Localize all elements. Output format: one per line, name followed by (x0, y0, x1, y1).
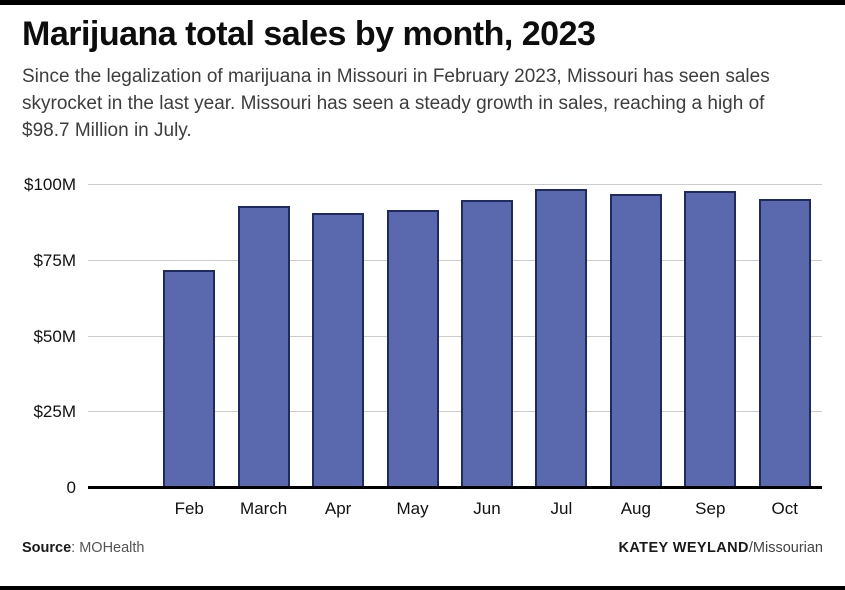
bar-slot (748, 198, 822, 489)
bar-jun (460, 200, 513, 489)
bar-sep (684, 191, 737, 489)
bar-march (237, 206, 290, 489)
author-credit: KATEY WEYLAND/Missourian (619, 540, 823, 556)
gridline (88, 411, 822, 413)
page-title: Marijuana total sales by month, 2023 (22, 15, 596, 53)
credit-org: /Missourian (748, 540, 823, 557)
bar-may (386, 209, 439, 489)
y-tick-label: $50M (33, 326, 76, 346)
bar-jul (535, 189, 588, 489)
gridline (88, 260, 822, 261)
bottom-rule (0, 586, 845, 590)
source-credit: Source: MOHealth (22, 540, 145, 556)
bar-slot (152, 270, 226, 489)
x-tick-label: May (396, 499, 429, 519)
x-tick-label: Jun (473, 499, 501, 519)
chart-subtitle: Since the legalization of marijuana in M… (22, 66, 770, 141)
footer: Source: MOHealth KATEY WEYLAND/Missouria… (0, 540, 845, 556)
header: Marijuana total sales by month, 2023 Sin… (0, 0, 845, 144)
y-tick-label: 0 (66, 478, 76, 498)
bar-chart: 0 $25M $50M $75M $100M Feb March Apr May Jun Jul A… (0, 166, 845, 524)
bar-slot (450, 200, 524, 489)
plot-area (88, 176, 822, 490)
x-tick-label: Aug (620, 499, 651, 519)
bar-feb (163, 270, 216, 489)
bar-slot (301, 212, 375, 489)
gridline (88, 184, 822, 186)
source-value: : MOHealth (71, 540, 145, 557)
bars-group (88, 176, 822, 489)
bar-slot (599, 194, 673, 489)
y-tick-label: $25M (33, 402, 76, 422)
gridline (88, 335, 822, 337)
x-tick-label: Sep (695, 499, 726, 519)
credit-name: KATEY WEYLAND (618, 540, 749, 557)
bar-slot (375, 209, 449, 489)
bar-aug (609, 194, 662, 489)
x-tick-label: Jul (550, 499, 573, 519)
x-tick-label: March (240, 499, 288, 519)
bar-slot (673, 191, 747, 489)
bar-slot (524, 189, 598, 489)
source-label: Source (22, 540, 72, 557)
bar-oct (758, 198, 811, 489)
x-tick-label: Oct (771, 499, 798, 519)
y-tick-label: $100M (24, 175, 76, 195)
y-axis: 0 $25M $50M $75M $100M (0, 166, 80, 524)
x-axis-labels: Feb March Apr May Jun Jul Aug Sep Oct (88, 494, 822, 524)
bar-apr (312, 212, 365, 489)
top-rule (0, 0, 845, 5)
bar-slot (226, 206, 300, 489)
x-axis-line (88, 486, 822, 490)
x-tick-label: Feb (174, 499, 204, 519)
y-tick-label: $75M (33, 250, 76, 270)
x-tick-label: Apr (324, 499, 352, 519)
